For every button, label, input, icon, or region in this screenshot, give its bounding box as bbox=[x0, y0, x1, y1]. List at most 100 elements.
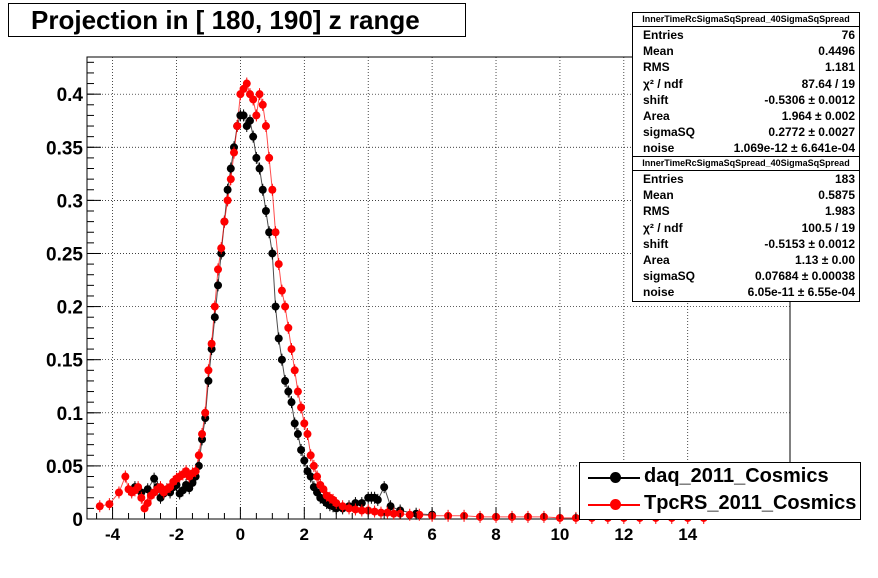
x-tick-label: 2 bbox=[300, 525, 309, 544]
stats-label: RMS bbox=[643, 204, 670, 219]
x-tick-label: 4 bbox=[363, 525, 373, 544]
data-point-TpcRS_2011_Cosmics bbox=[370, 507, 379, 516]
x-tick-label: 8 bbox=[491, 525, 500, 544]
data-point-TpcRS_2011_Cosmics bbox=[214, 265, 223, 274]
data-point-TpcRS_2011_Cosmics bbox=[210, 302, 219, 311]
x-tick-label: 6 bbox=[427, 525, 436, 544]
data-point-TpcRS_2011_Cosmics bbox=[114, 488, 123, 497]
stats-label: Area bbox=[643, 252, 670, 267]
stats-row: noise 1.069e-12 ± 6.641e-04 bbox=[633, 140, 859, 156]
stats-value: 183 bbox=[834, 172, 855, 186]
stats-label: sigmaSQ bbox=[643, 269, 696, 284]
stats-label: sigmaSQ bbox=[643, 125, 696, 140]
stats-row: Mean 0.4496 bbox=[633, 43, 859, 59]
stats-label: Entries bbox=[643, 172, 684, 186]
data-point-daq_2011_Cosmics bbox=[357, 499, 366, 508]
data-point-TpcRS_2011_Cosmics bbox=[191, 467, 200, 476]
data-point-daq_2011_Cosmics bbox=[255, 164, 264, 173]
legend-marker-icon bbox=[580, 467, 644, 487]
data-point-daq_2011_Cosmics bbox=[223, 185, 232, 194]
stats-label: Mean bbox=[643, 44, 674, 59]
stats-value: 1.983 bbox=[824, 204, 855, 219]
stats-value: 0.07684 ± 0.00038 bbox=[754, 269, 855, 284]
data-point-daq_2011_Cosmics bbox=[306, 472, 315, 481]
data-point-daq_2011_Cosmics bbox=[249, 132, 258, 141]
stats-value: 76 bbox=[841, 28, 855, 42]
data-point-TpcRS_2011_Cosmics bbox=[303, 430, 312, 439]
data-point-daq_2011_Cosmics bbox=[239, 111, 248, 120]
data-point-TpcRS_2011_Cosmics bbox=[258, 100, 267, 109]
data-point-daq_2011_Cosmics bbox=[204, 376, 213, 385]
stats-value: 1.13 ± 0.00 bbox=[795, 252, 855, 267]
stats-row: shift -0.5306 ± 0.0012 bbox=[633, 92, 859, 108]
stats-label: noise bbox=[643, 141, 675, 156]
data-point-daq_2011_Cosmics bbox=[258, 185, 267, 194]
data-point-daq_2011_Cosmics bbox=[271, 302, 280, 311]
data-point-daq_2011_Cosmics bbox=[214, 281, 223, 290]
stats-row: sigmaSQ 0.2772 ± 0.0027 bbox=[633, 124, 859, 140]
data-point-TpcRS_2011_Cosmics bbox=[290, 366, 299, 375]
data-point-TpcRS_2011_Cosmics bbox=[252, 111, 261, 120]
stats-value: -0.5306 ± 0.0012 bbox=[764, 92, 855, 107]
data-point-daq_2011_Cosmics bbox=[386, 502, 395, 511]
data-point-TpcRS_2011_Cosmics bbox=[287, 345, 296, 354]
data-point-TpcRS_2011_Cosmics bbox=[351, 505, 360, 514]
x-tick-label: 14 bbox=[678, 525, 697, 544]
data-point-TpcRS_2011_Cosmics bbox=[281, 302, 290, 311]
data-point-TpcRS_2011_Cosmics bbox=[293, 387, 302, 396]
data-point-TpcRS_2011_Cosmics bbox=[226, 175, 235, 184]
x-tick-label: -4 bbox=[105, 525, 121, 544]
stats-row: χ² / ndf 100.5 / 19 bbox=[633, 220, 859, 236]
data-point-daq_2011_Cosmics bbox=[261, 207, 270, 215]
data-point-daq_2011_Cosmics bbox=[373, 495, 382, 504]
y-tick-label: 0.1 bbox=[57, 404, 84, 425]
data-point-TpcRS_2011_Cosmics bbox=[207, 339, 216, 348]
data-point-TpcRS_2011_Cosmics bbox=[242, 79, 251, 88]
data-point-TpcRS_2011_Cosmics bbox=[357, 506, 366, 515]
data-point-TpcRS_2011_Cosmics bbox=[376, 508, 385, 517]
data-point-daq_2011_Cosmics bbox=[265, 228, 274, 237]
y-tick-label: 0.2 bbox=[57, 298, 83, 319]
stats-row: RMS 1.983 bbox=[633, 203, 859, 219]
chart-title: Projection in [ 180, 190] z range bbox=[8, 3, 466, 37]
data-point-daq_2011_Cosmics bbox=[281, 376, 290, 385]
data-point-daq_2011_Cosmics bbox=[188, 478, 197, 487]
x-tick-label: 10 bbox=[550, 525, 569, 544]
data-point-TpcRS_2011_Cosmics bbox=[268, 185, 277, 194]
y-tick-label: 0.3 bbox=[57, 191, 83, 212]
stats-value: 0.2772 ± 0.0027 bbox=[768, 125, 855, 140]
data-point-TpcRS_2011_Cosmics bbox=[313, 472, 322, 481]
data-point-daq_2011_Cosmics bbox=[143, 485, 152, 494]
stats-row: sigmaSQ 0.07684 ± 0.00038 bbox=[633, 268, 859, 284]
stats-value: 1.181 bbox=[824, 60, 855, 75]
data-point-TpcRS_2011_Cosmics bbox=[137, 493, 146, 502]
stats-header: InnerTimeRcSigmaSqSpread_40SigmaSqSpread bbox=[633, 13, 859, 27]
stats-row: Entries 183 bbox=[633, 171, 859, 187]
legend: daq_2011_Cosmics TpcRS_2011_Cosmics bbox=[579, 462, 861, 520]
data-point-TpcRS_2011_Cosmics bbox=[121, 472, 130, 481]
legend-label: daq_2011_Cosmics bbox=[644, 465, 829, 487]
stats-label: shift bbox=[643, 236, 669, 251]
data-point-daq_2011_Cosmics bbox=[210, 313, 219, 322]
stats-label: noise bbox=[643, 285, 675, 300]
stats-value: 1.964 ± 0.002 bbox=[781, 108, 855, 123]
data-point-daq_2011_Cosmics bbox=[380, 483, 389, 492]
stats-label: Area bbox=[643, 108, 670, 123]
data-point-TpcRS_2011_Cosmics bbox=[95, 502, 104, 511]
data-point-daq_2011_Cosmics bbox=[277, 355, 286, 364]
data-point-TpcRS_2011_Cosmics bbox=[274, 260, 283, 269]
stats-value: 0.4496 bbox=[818, 44, 855, 59]
data-point-TpcRS_2011_Cosmics bbox=[338, 502, 347, 511]
data-point-TpcRS_2011_Cosmics bbox=[389, 509, 398, 518]
stats-row: RMS 1.181 bbox=[633, 59, 859, 75]
data-point-daq_2011_Cosmics bbox=[245, 116, 254, 125]
y-tick-label: 0.25 bbox=[46, 244, 83, 265]
stats-box-tpcrs: InnerTimeRcSigmaSqSpread_40SigmaSqSpread… bbox=[632, 156, 860, 302]
stats-row: Mean 0.5875 bbox=[633, 187, 859, 203]
data-point-TpcRS_2011_Cosmics bbox=[265, 153, 274, 162]
data-point-daq_2011_Cosmics bbox=[268, 249, 277, 258]
data-point-TpcRS_2011_Cosmics bbox=[309, 461, 318, 470]
data-point-daq_2011_Cosmics bbox=[351, 499, 360, 508]
data-point-daq_2011_Cosmics bbox=[300, 456, 309, 465]
legend-label: TpcRS_2011_Cosmics bbox=[644, 492, 857, 514]
